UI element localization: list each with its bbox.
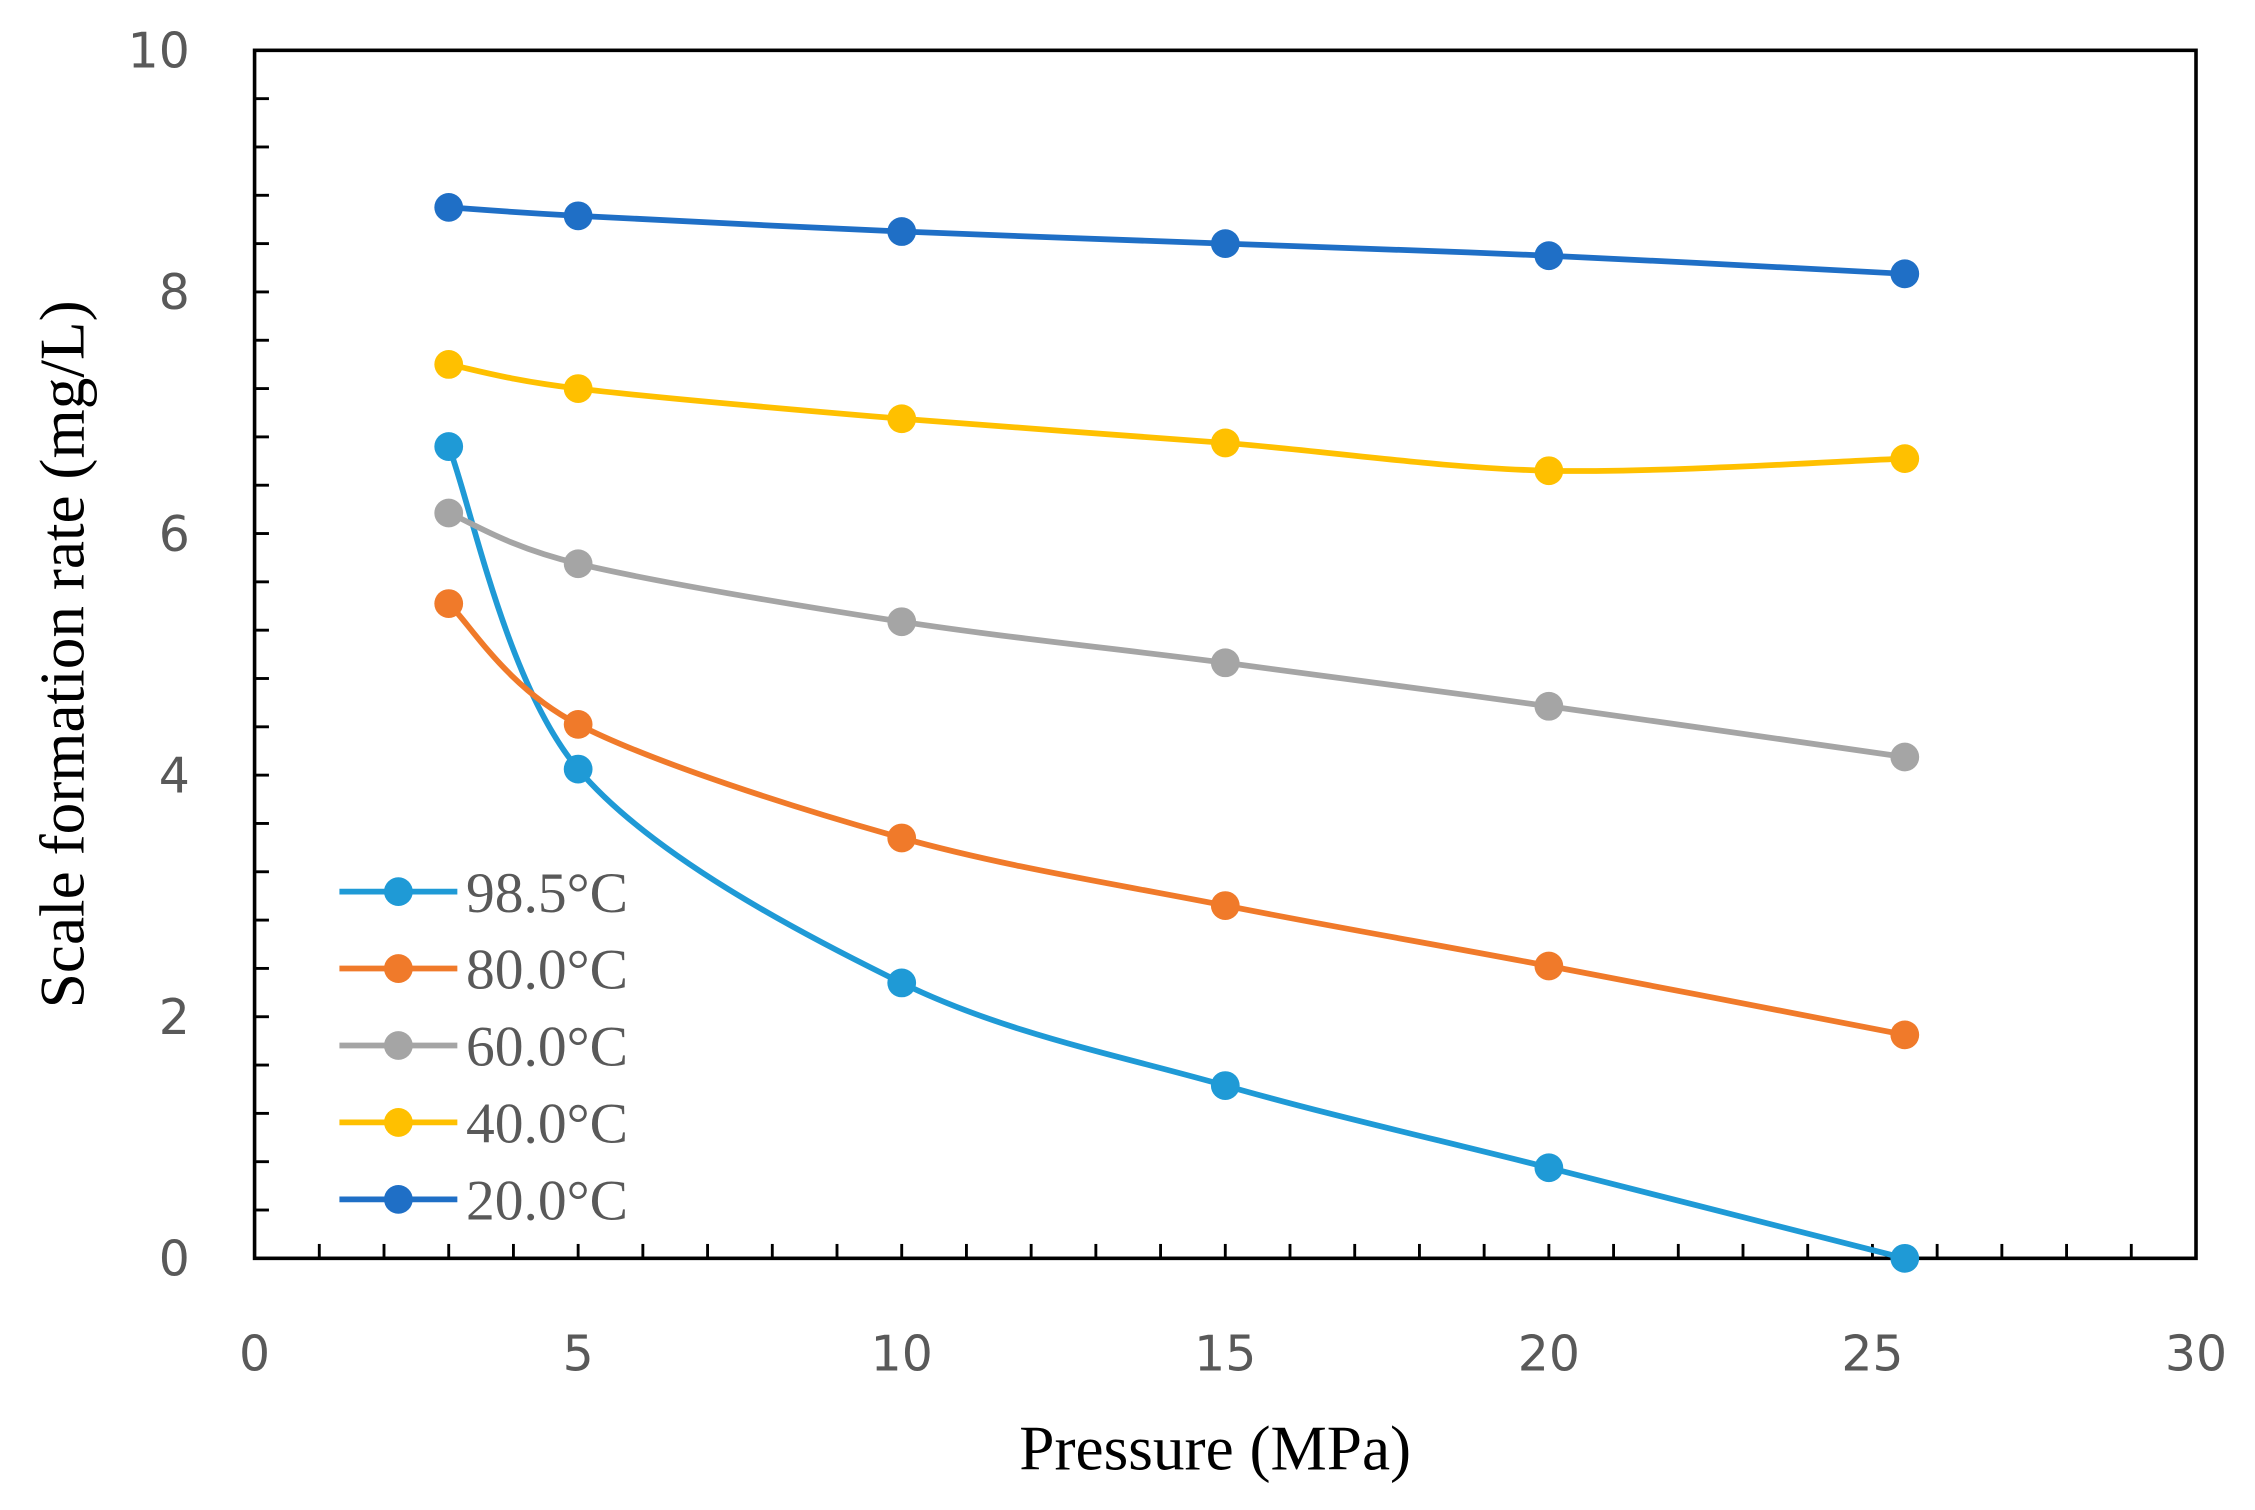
y-axis-label: Scale formation rate (mg/L) [27,300,97,1008]
data-point [563,549,593,579]
data-point [887,404,917,434]
data-point [1210,1071,1240,1100]
y-tick-label: 6 [159,506,190,563]
series-line [448,204,1905,277]
legend-marker [384,1031,413,1060]
series-line [448,361,1905,474]
y-tick-label: 10 [128,23,190,80]
series-98.5°C [434,432,1920,1273]
x-tick-label: 30 [2165,1326,2227,1383]
x-tick-label: 15 [1194,1326,1256,1383]
data-point [1534,1153,1564,1183]
legend-label: 40.0°C [466,1093,628,1156]
data-point [1890,1243,1920,1273]
data-point [1534,951,1564,981]
x-tick-label: 10 [871,1326,933,1383]
series-80.0°C [434,589,1920,1050]
legend-label: 80.0°C [466,939,628,1002]
data-point [887,217,917,246]
legend-label: 20.0°C [466,1170,628,1233]
data-point [1210,648,1240,678]
data-point [887,607,917,637]
data-point [563,374,593,403]
y-tick-label: 0 [159,1231,190,1288]
data-point [563,710,593,739]
series-20.0°C [434,192,1920,289]
x-tick-label: 20 [1518,1326,1580,1383]
data-point [434,589,464,618]
data-point [1210,428,1240,458]
data-point [563,754,593,784]
data-point [1890,259,1920,289]
series-line [446,601,1906,1038]
data-point [563,201,593,231]
series-line [446,445,1906,1262]
legend-marker [384,1184,413,1214]
x-tick-label: 25 [1841,1326,1903,1383]
series-line [447,510,1906,760]
series-40.0°C [434,350,1920,486]
legend-marker [384,1108,413,1137]
data-point [887,823,917,853]
data-point [1890,1020,1920,1050]
data-point [1534,691,1564,721]
legend-marker [384,954,413,983]
data-point [1210,891,1240,920]
data-point [434,498,464,528]
data-point [1210,229,1240,258]
data-point [1534,241,1564,271]
data-point [1890,742,1920,772]
data-point [887,968,917,998]
series-60.0°C [434,498,1920,772]
data-point [434,192,464,222]
y-tick-label: 8 [159,264,190,321]
data-point [434,432,464,461]
legend-label: 60.0°C [466,1016,628,1079]
data-point [434,350,464,379]
y-tick-label: 2 [159,989,190,1046]
legend-label: 98.5°C [466,862,628,925]
x-axis-label: Pressure (MPa) [1019,1414,1411,1484]
data-point [1534,456,1564,486]
x-tick-label: 5 [563,1326,594,1383]
legend-marker [384,877,413,906]
y-tick-label: 4 [159,747,190,804]
x-tick-label: 0 [239,1326,270,1383]
data-point [1890,444,1920,474]
